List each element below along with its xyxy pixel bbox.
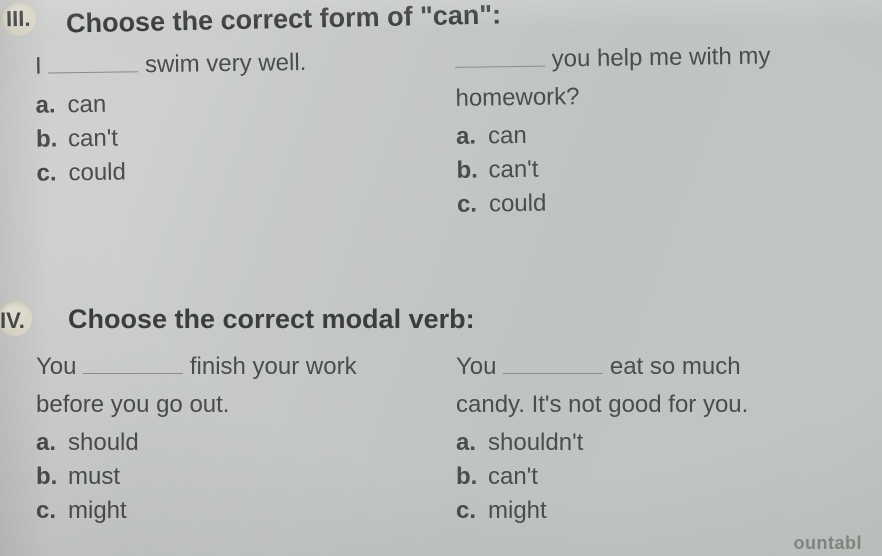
opt-text: should bbox=[68, 429, 139, 457]
q3-right-line2: homework? bbox=[455, 76, 855, 115]
q4-right-line2: candy. It's not good for you. bbox=[456, 388, 856, 422]
section-4-roman: IV. bbox=[0, 308, 25, 334]
opt-letter: c. bbox=[457, 191, 479, 219]
opt-text: can't bbox=[68, 124, 118, 153]
worksheet-page: III. Choose the correct form of "can": I… bbox=[0, 0, 882, 556]
q4-right-suffix: eat so much bbox=[610, 353, 741, 380]
section-3-left: I swim very well. a. can b. can't c. could bbox=[35, 44, 437, 231]
opt-letter: a. bbox=[36, 429, 58, 457]
q4-right-opt-b: b. can't bbox=[456, 463, 856, 491]
q4-right-blank bbox=[503, 351, 603, 374]
q3-right-suffix: you help me with my bbox=[551, 42, 770, 72]
q4-right-line1: You eat so much bbox=[456, 350, 856, 384]
q4-right-prefix: You bbox=[456, 353, 497, 380]
section-4-right: You eat so much candy. It's not good for… bbox=[436, 350, 856, 531]
q4-left-blank bbox=[83, 351, 183, 374]
q3-right-line1: you help me with my bbox=[455, 38, 855, 77]
q3-left-line: I swim very well. bbox=[35, 44, 435, 83]
opt-text: can bbox=[488, 122, 527, 151]
opt-letter: b. bbox=[36, 125, 58, 153]
q4-left-prefix: You bbox=[36, 353, 77, 380]
q3-left-suffix: swim very well. bbox=[145, 49, 307, 78]
q3-left-opt-a: a. can bbox=[35, 86, 435, 120]
q3-right-opt-c: c. could bbox=[457, 185, 857, 219]
bottom-cropped-text: ountabl bbox=[794, 533, 863, 554]
opt-letter: c. bbox=[456, 497, 478, 525]
opt-text: could bbox=[489, 190, 547, 219]
q4-right-opt-a: a. shouldn't bbox=[456, 429, 856, 457]
section-3-title: Choose the correct form of "can": bbox=[66, 0, 502, 40]
opt-letter: b. bbox=[36, 463, 58, 491]
q3-right-options: a. can b. can't c. could bbox=[456, 117, 857, 219]
q4-left-line2: before you go out. bbox=[36, 388, 436, 422]
q4-left-line1: You finish your work bbox=[36, 350, 436, 384]
opt-letter: b. bbox=[456, 157, 478, 185]
q4-left-options: a. should b. must c. might bbox=[36, 429, 436, 525]
q3-right-opt-a: a. can bbox=[456, 117, 856, 151]
q3-right-blank bbox=[455, 44, 545, 68]
opt-letter: a. bbox=[456, 123, 478, 151]
opt-letter: c. bbox=[36, 159, 58, 187]
q4-left-opt-c: c. might bbox=[36, 497, 436, 525]
opt-text: shouldn't bbox=[488, 429, 583, 457]
opt-text: might bbox=[488, 497, 547, 525]
q4-right-opt-c: c. might bbox=[456, 497, 856, 525]
q3-left-blank bbox=[48, 50, 138, 74]
section-4-title: Choose the correct modal verb: bbox=[68, 304, 475, 335]
q3-left-options: a. can b. can't c. could bbox=[35, 86, 436, 188]
opt-letter: a. bbox=[456, 429, 478, 457]
q4-left-suffix: finish your work bbox=[190, 353, 357, 380]
q4-left-opt-b: b. must bbox=[36, 463, 436, 491]
section-3-body: I swim very well. a.can b.can't c.could … bbox=[35, 38, 857, 231]
opt-text: must bbox=[68, 463, 120, 491]
opt-letter: a. bbox=[35, 91, 57, 119]
section-3-roman: III. bbox=[6, 6, 31, 32]
q3-left-opt-b: b. can't bbox=[36, 120, 436, 154]
q4-left-opt-a: a. should bbox=[36, 429, 436, 457]
q4-right-options: a. shouldn't b. can't c. might bbox=[456, 429, 856, 525]
section-4-left: You finish your work before you go out. … bbox=[36, 350, 436, 531]
q3-left-opt-c: c. could bbox=[36, 154, 436, 188]
opt-text: could bbox=[68, 158, 126, 187]
q3-left-prefix: I bbox=[35, 53, 42, 80]
opt-text: can't bbox=[488, 463, 538, 491]
opt-text: can bbox=[67, 90, 106, 119]
opt-text: might bbox=[68, 497, 127, 525]
opt-text: can't bbox=[488, 156, 538, 185]
q3-right-opt-b: b. can't bbox=[456, 151, 856, 185]
opt-letter: b. bbox=[456, 463, 478, 491]
section-4-body: You finish your work before you go out. … bbox=[36, 350, 856, 531]
opt-letter: c. bbox=[36, 497, 58, 525]
section-3-right: you help me with my homework? a. can b. ca… bbox=[435, 38, 857, 225]
